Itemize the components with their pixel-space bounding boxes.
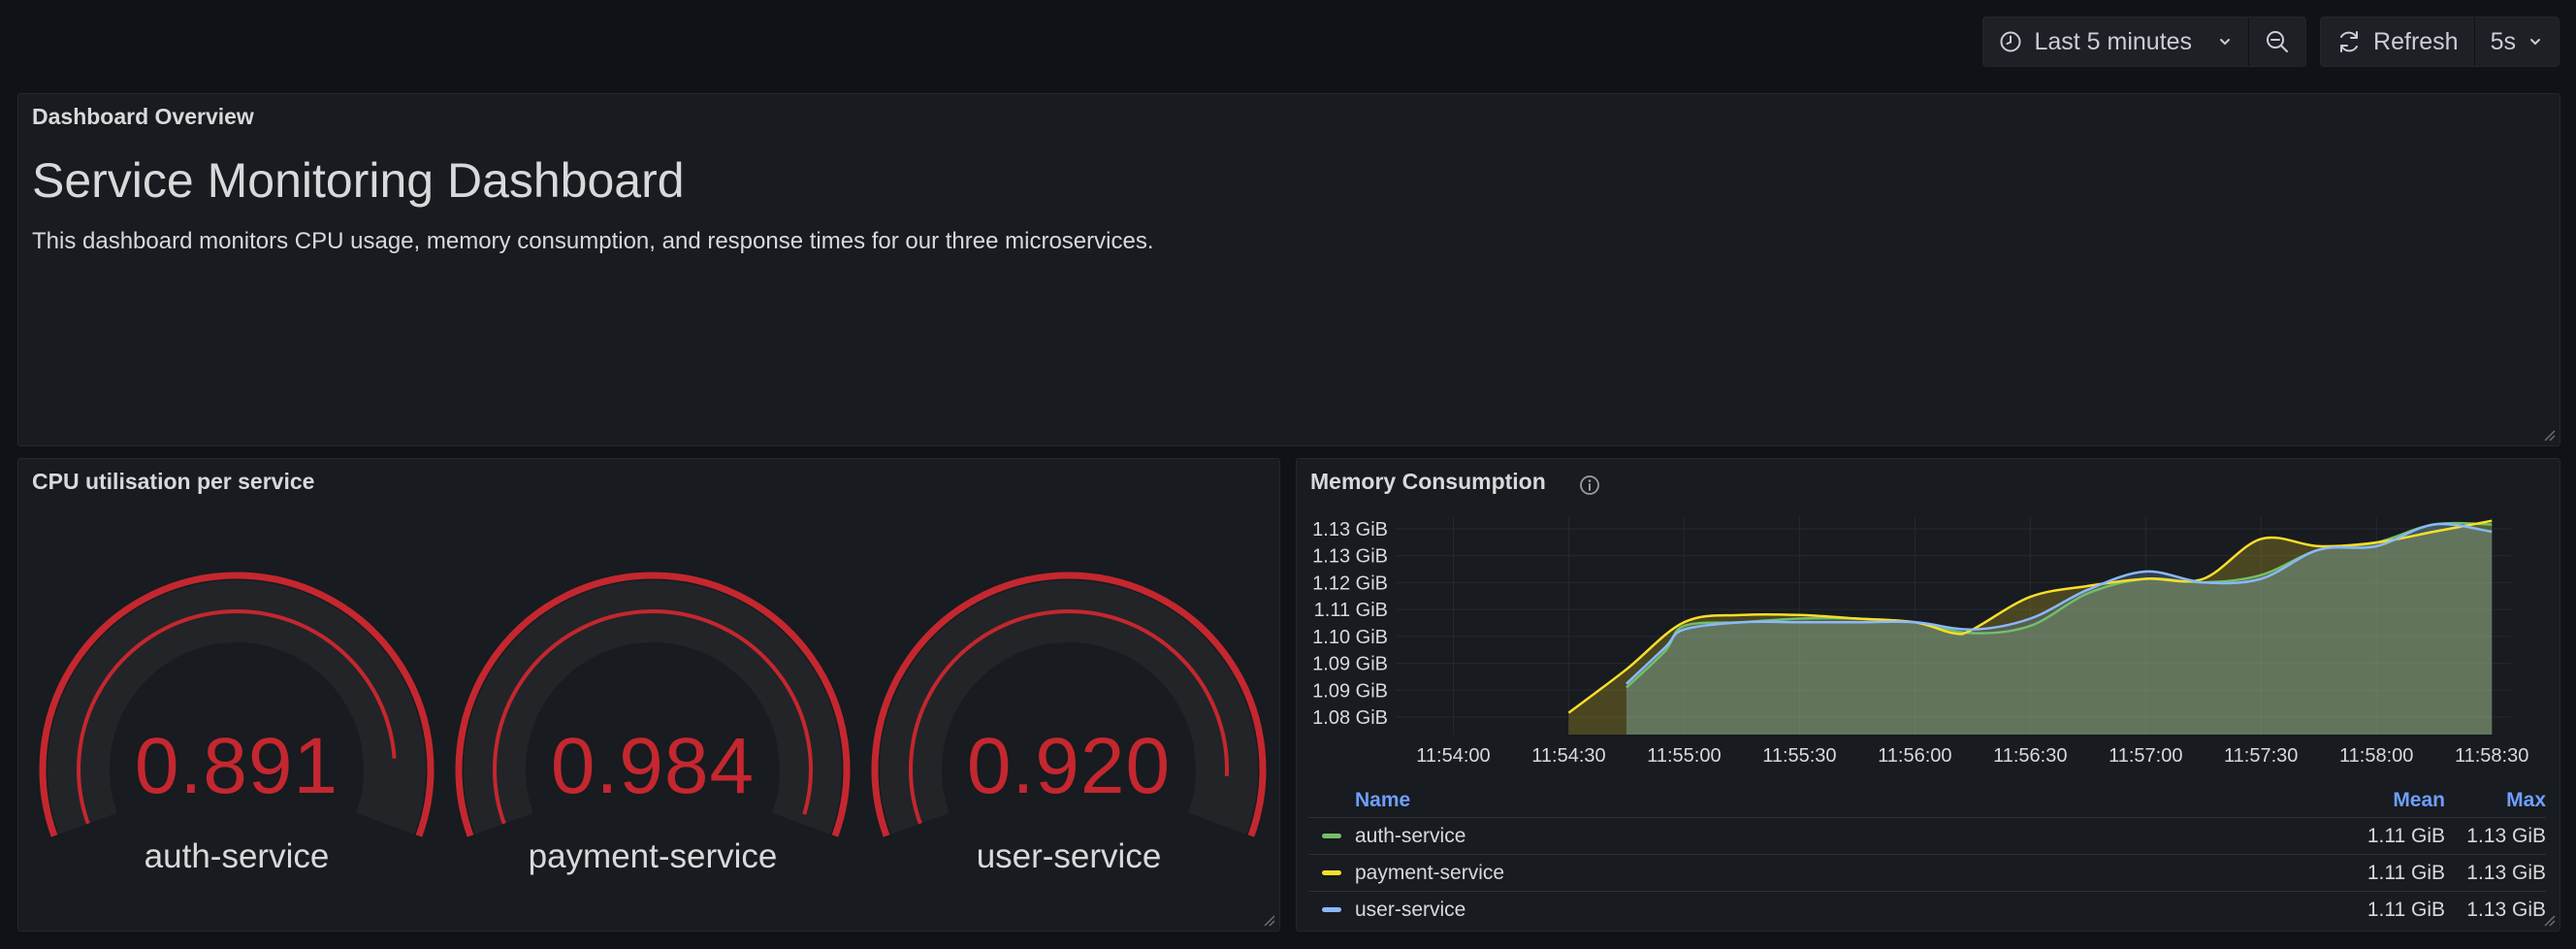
time-range-picker[interactable]: Last 5 minutes bbox=[1983, 17, 2248, 66]
y-tick-label: 1.13 GiB bbox=[1312, 546, 1388, 568]
dashboard-toolbar: Last 5 minutes Refresh 5s bbox=[1982, 16, 2560, 67]
zoom-out-icon bbox=[2267, 31, 2289, 52]
refresh-interval-value: 5s bbox=[2490, 27, 2516, 55]
x-tick-label: 11:58:30 bbox=[2455, 745, 2528, 767]
refresh-button[interactable]: Refresh bbox=[2321, 17, 2474, 66]
legend-mean-value: 1.11 GiB bbox=[2367, 898, 2445, 921]
legend-max-value: 1.13 GiB bbox=[2466, 898, 2546, 921]
legend-series-name: payment-service bbox=[1355, 861, 1505, 884]
resize-handle-icon[interactable] bbox=[2540, 426, 2556, 442]
y-tick-label: 1.09 GiB bbox=[1312, 680, 1388, 702]
x-tick-label: 11:55:30 bbox=[1762, 745, 1836, 767]
panel-title: Dashboard Overview bbox=[32, 104, 254, 129]
x-tick-label: 11:55:00 bbox=[1647, 745, 1721, 767]
refresh-interval-picker[interactable]: 5s bbox=[2473, 17, 2559, 66]
gauge-label: payment-service bbox=[528, 837, 778, 875]
legend-mean-value: 1.11 GiB bbox=[2367, 861, 2445, 884]
y-tick-label: 1.08 GiB bbox=[1312, 707, 1388, 729]
legend-swatch bbox=[1322, 907, 1341, 912]
legend-mean-value: 1.11 GiB bbox=[2367, 824, 2445, 847]
series-line-payment-service[interactable] bbox=[1567, 519, 2493, 714]
gauge-threshold-arc bbox=[455, 572, 851, 837]
dashboard-description: This dashboard monitors CPU usage, memor… bbox=[32, 228, 1154, 254]
gauge-dial bbox=[455, 572, 851, 837]
x-tick-label: 11:58:00 bbox=[2339, 745, 2413, 767]
chart-legend: Name Mean Max auth-service 1.11 GiB 1.13… bbox=[1308, 784, 2546, 928]
legend-series-name: user-service bbox=[1355, 898, 1466, 921]
gauge-user-service: 0.920 user-service bbox=[865, 556, 1272, 925]
memory-time-series-chart[interactable]: 1.13 GiB 1.13 GiB 1.12 GiB 1.11 GiB 1.10 GiB… bbox=[1297, 517, 2560, 781]
y-tick-label: 1.10 GiB bbox=[1312, 627, 1388, 648]
gauge-label: auth-service bbox=[144, 837, 330, 875]
cpu-utilisation-panel: CPU utilisation per service 0.891 auth-s… bbox=[17, 458, 1280, 932]
legend-max-header[interactable]: Max bbox=[2506, 789, 2546, 811]
legend-header: Name Mean Max bbox=[1308, 784, 2546, 817]
clock-icon bbox=[2000, 31, 2021, 52]
gauge-label: user-service bbox=[976, 837, 1162, 875]
gauge-dial bbox=[871, 572, 1267, 837]
panel-title: Memory Consumption bbox=[1310, 469, 1546, 494]
gauge-value-arc bbox=[77, 609, 397, 825]
gauge-threshold-arc bbox=[39, 572, 435, 837]
y-tick-label: 1.13 GiB bbox=[1312, 519, 1388, 540]
time-picker-group: Last 5 minutes bbox=[1982, 16, 2307, 67]
y-tick-label: 1.09 GiB bbox=[1312, 654, 1388, 675]
gauge-threshold-arc bbox=[871, 572, 1267, 837]
time-range-label: Last 5 minutes bbox=[2034, 27, 2193, 55]
zoom-out-button[interactable] bbox=[2248, 17, 2305, 66]
memory-consumption-panel: Memory Consumption 1.13 GiB 1.13 GiB 1.12 … bbox=[1296, 458, 2560, 932]
gauge-value: 0.891 bbox=[134, 722, 339, 810]
x-tick-label: 11:57:00 bbox=[2109, 745, 2182, 767]
gauge-auth-service: 0.891 auth-service bbox=[33, 556, 440, 925]
dashboard-heading: Service Monitoring Dashboard bbox=[32, 153, 685, 208]
x-tick-label: 11:56:00 bbox=[1878, 745, 1951, 767]
x-tick-label: 11:57:30 bbox=[2224, 745, 2298, 767]
gauge-value-arc bbox=[909, 609, 1229, 825]
series-line-user-service[interactable] bbox=[1626, 522, 2493, 685]
y-tick-label: 1.12 GiB bbox=[1312, 573, 1388, 594]
dashboard-overview-panel: Dashboard Overview Service Monitoring Da… bbox=[17, 93, 2560, 446]
chevron-down-icon bbox=[2530, 39, 2540, 46]
y-tick-label: 1.11 GiB bbox=[1314, 600, 1388, 621]
resize-handle-icon[interactable] bbox=[2540, 911, 2556, 927]
legend-max-value: 1.13 GiB bbox=[2466, 861, 2546, 884]
legend-swatch bbox=[1322, 834, 1341, 838]
chart-grid: 1.13 GiB 1.13 GiB 1.12 GiB 1.11 GiB 1.10 GiB… bbox=[1312, 517, 2528, 767]
legend-max-value: 1.13 GiB bbox=[2466, 824, 2546, 847]
refresh-icon bbox=[2340, 31, 2359, 52]
legend-row-auth-service[interactable]: auth-service 1.11 GiB 1.13 GiB bbox=[1308, 817, 2546, 854]
legend-swatch bbox=[1322, 870, 1341, 875]
gauge-value: 0.984 bbox=[550, 722, 756, 810]
x-tick-label: 11:54:30 bbox=[1531, 745, 1605, 767]
resize-handle-icon[interactable] bbox=[1260, 911, 1275, 927]
gauge-value-arc bbox=[493, 609, 813, 825]
legend-row-user-service[interactable]: user-service 1.11 GiB 1.13 GiB bbox=[1308, 891, 2546, 928]
refresh-label: Refresh bbox=[2373, 27, 2459, 55]
x-tick-label: 11:56:30 bbox=[1993, 745, 2067, 767]
refresh-group: Refresh 5s bbox=[2320, 16, 2560, 67]
legend-name-header[interactable]: Name bbox=[1355, 789, 1411, 811]
info-icon[interactable] bbox=[1578, 474, 1601, 497]
series-area-user-service bbox=[1626, 524, 2493, 735]
gauge-payment-service: 0.984 payment-service bbox=[449, 556, 856, 925]
legend-row-payment-service[interactable]: payment-service 1.11 GiB 1.13 GiB bbox=[1308, 854, 2546, 891]
chevron-down-icon bbox=[2220, 39, 2231, 46]
gauge-dial bbox=[39, 572, 435, 837]
legend-mean-header[interactable]: Mean bbox=[2393, 789, 2445, 811]
x-tick-label: 11:54:00 bbox=[1416, 745, 1490, 767]
series-area-auth-service bbox=[1626, 523, 2493, 735]
gauge-value: 0.920 bbox=[966, 722, 1172, 810]
legend-series-name: auth-service bbox=[1355, 824, 1466, 847]
panel-title: CPU utilisation per service bbox=[32, 469, 315, 494]
